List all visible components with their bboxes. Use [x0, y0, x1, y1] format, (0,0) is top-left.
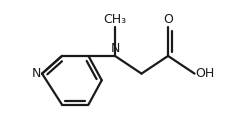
Text: OH: OH [195, 67, 214, 80]
Text: CH₃: CH₃ [103, 13, 126, 26]
Text: N: N [31, 67, 41, 80]
Text: N: N [110, 42, 119, 55]
Text: O: O [162, 13, 172, 26]
